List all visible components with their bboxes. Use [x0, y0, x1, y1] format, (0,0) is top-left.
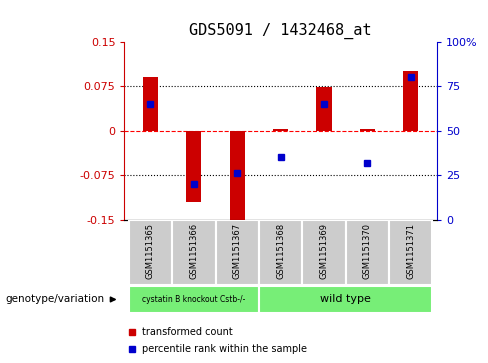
Bar — [346, 220, 389, 285]
Bar — [302, 220, 346, 285]
Bar — [259, 220, 302, 285]
Bar — [389, 220, 432, 285]
Text: GSM1151367: GSM1151367 — [233, 223, 242, 279]
Bar — [230, 131, 245, 223]
Text: transformed count: transformed count — [142, 327, 232, 337]
Bar — [216, 220, 259, 285]
Bar — [186, 131, 202, 202]
Bar — [129, 286, 259, 313]
Bar — [360, 129, 375, 131]
Text: GSM1151368: GSM1151368 — [276, 223, 285, 279]
Bar — [129, 220, 172, 285]
Text: GSM1151370: GSM1151370 — [363, 223, 372, 279]
Bar — [143, 77, 158, 131]
Bar — [316, 87, 331, 131]
Text: GSM1151365: GSM1151365 — [146, 223, 155, 279]
Bar — [403, 72, 418, 131]
Bar — [172, 220, 216, 285]
Text: GSM1151369: GSM1151369 — [320, 223, 328, 279]
Text: genotype/variation: genotype/variation — [5, 294, 104, 305]
Title: GDS5091 / 1432468_at: GDS5091 / 1432468_at — [189, 23, 372, 39]
Bar — [273, 129, 288, 131]
Text: GSM1151366: GSM1151366 — [189, 223, 198, 279]
Text: wild type: wild type — [320, 294, 371, 305]
Text: cystatin B knockout Cstb-/-: cystatin B knockout Cstb-/- — [142, 295, 245, 304]
Text: percentile rank within the sample: percentile rank within the sample — [142, 344, 306, 354]
Bar — [259, 286, 432, 313]
Text: GSM1151371: GSM1151371 — [406, 223, 415, 279]
